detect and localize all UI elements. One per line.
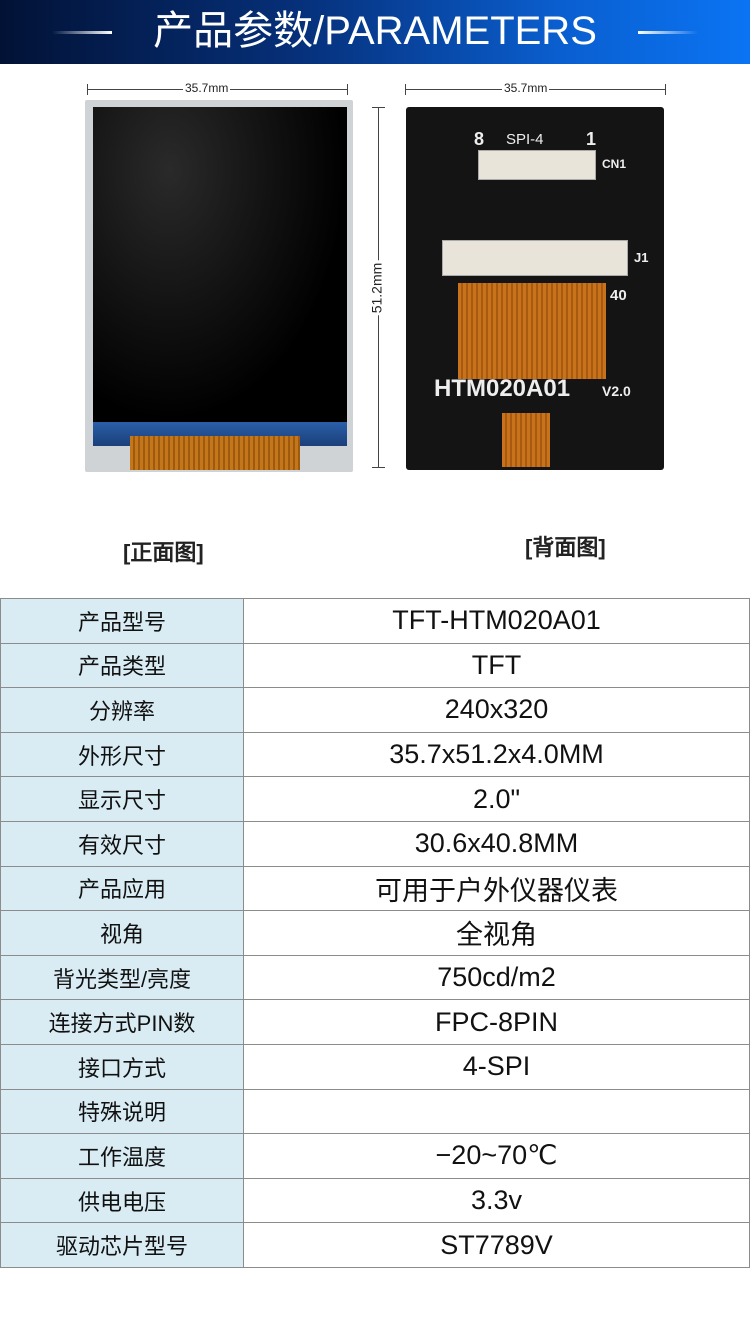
table-row: 产品类型 TFT xyxy=(0,642,750,689)
table-row: 供电电压 3.3v xyxy=(0,1177,750,1224)
table-row: 分辨率 240x320 xyxy=(0,687,750,733)
pcb-j1: J1 xyxy=(634,250,649,265)
spec-label: 背光类型/亮度 xyxy=(0,954,244,1001)
back-caption: [背面图] xyxy=(525,535,606,560)
spec-label: 产品型号 xyxy=(0,598,244,644)
pcb-pin40: 40 xyxy=(610,287,627,304)
front-caption: [正面图] xyxy=(123,540,204,565)
spec-value: 可用于户外仪器仪表 xyxy=(243,865,750,912)
pcb-version: V2.0 xyxy=(602,383,631,399)
height-label: 51.2mm xyxy=(368,260,385,316)
spec-label: 有效尺寸 xyxy=(0,820,244,867)
page-title: 产品参数/PARAMETERS xyxy=(153,9,597,53)
table-row: 驱动芯片型号 ST7789V xyxy=(0,1222,750,1268)
spec-value: 3.3v xyxy=(243,1177,750,1224)
spec-label: 连接方式PIN数 xyxy=(0,999,244,1045)
dimension-tick xyxy=(87,84,88,95)
table-row: 特殊说明 xyxy=(0,1088,750,1135)
table-row: 显示尺寸 2.0" xyxy=(0,776,750,822)
table-row: 外形尺寸 35.7x51.2x4.0MM xyxy=(0,731,750,778)
spec-label: 外形尺寸 xyxy=(0,731,244,778)
dimension-tick xyxy=(372,467,385,468)
spec-label: 供电电压 xyxy=(0,1177,244,1224)
table-row: 接口方式 4-SPI xyxy=(0,1043,750,1090)
table-row: 产品型号 TFT-HTM020A01 xyxy=(0,598,750,644)
spec-label: 工作温度 xyxy=(0,1133,244,1179)
spec-value: 2.0" xyxy=(243,776,750,822)
table-row: 产品应用 可用于户外仪器仪表 xyxy=(0,865,750,912)
spec-value: 30.6x40.8MM xyxy=(243,820,750,867)
pcb-cn1: CN1 xyxy=(602,157,627,171)
dimension-tick xyxy=(665,84,666,95)
cn1-connector xyxy=(478,150,596,180)
spec-value: −20~70℃ xyxy=(243,1133,750,1179)
header-banner: 产品参数/PARAMETERS xyxy=(0,0,750,64)
table-row: 视角 全视角 xyxy=(0,910,750,956)
dimension-tick xyxy=(347,84,348,95)
pcb-connector-label: SPI-4 xyxy=(506,131,544,148)
spec-value: 750cd/m2 xyxy=(243,954,750,1001)
spec-label: 显示尺寸 xyxy=(0,776,244,822)
spec-value: TFT-HTM020A01 xyxy=(243,598,750,644)
spec-label: 特殊说明 xyxy=(0,1088,244,1135)
pcb-pin8: 8 xyxy=(474,129,485,149)
spec-value xyxy=(243,1088,750,1135)
pcb-pin1: 1 xyxy=(586,129,597,149)
spec-label: 驱动芯片型号 xyxy=(0,1222,244,1268)
front-width-label: 35.7mm xyxy=(183,81,231,95)
pcb-board: 8 SPI-4 1 CN1 J1 40 HTM020A01 V2.0 xyxy=(406,107,664,470)
dimension-tick xyxy=(372,107,385,108)
spec-value: 4-SPI xyxy=(243,1043,750,1090)
spec-label: 视角 xyxy=(0,910,244,956)
spec-value: FPC-8PIN xyxy=(243,999,750,1045)
lcd-screen xyxy=(93,107,347,422)
decorative-line xyxy=(52,31,112,34)
spec-table: 产品型号 TFT-HTM020A01 产品类型 TFT 分辨率 240x320 外形尺寸 35… xyxy=(0,598,750,1268)
pcb-flex-pad xyxy=(502,413,550,467)
table-row: 有效尺寸 30.6x40.8MM xyxy=(0,820,750,867)
front-fpc-cable xyxy=(130,436,300,470)
spec-label: 分辨率 xyxy=(0,687,244,733)
rear-fpc-ribbon xyxy=(458,283,606,379)
pcb-model: HTM020A01 xyxy=(434,375,571,402)
back-width-label: 35.7mm xyxy=(502,81,550,95)
j1-connector xyxy=(442,240,628,276)
spec-value: ST7789V xyxy=(243,1222,750,1268)
spec-label: 产品应用 xyxy=(0,865,244,912)
table-row: 背光类型/亮度 750cd/m2 xyxy=(0,954,750,1001)
table-row: 连接方式PIN数 FPC-8PIN xyxy=(0,999,750,1045)
spec-value: 35.7x51.2x4.0MM xyxy=(243,731,750,778)
table-row: 工作温度 −20~70℃ xyxy=(0,1133,750,1179)
spec-label: 接口方式 xyxy=(0,1043,244,1090)
spec-value: 全视角 xyxy=(243,910,750,956)
spec-value: 240x320 xyxy=(243,687,750,733)
dimension-tick xyxy=(405,84,406,95)
spec-label: 产品类型 xyxy=(0,642,244,689)
spec-value: TFT xyxy=(243,642,750,689)
